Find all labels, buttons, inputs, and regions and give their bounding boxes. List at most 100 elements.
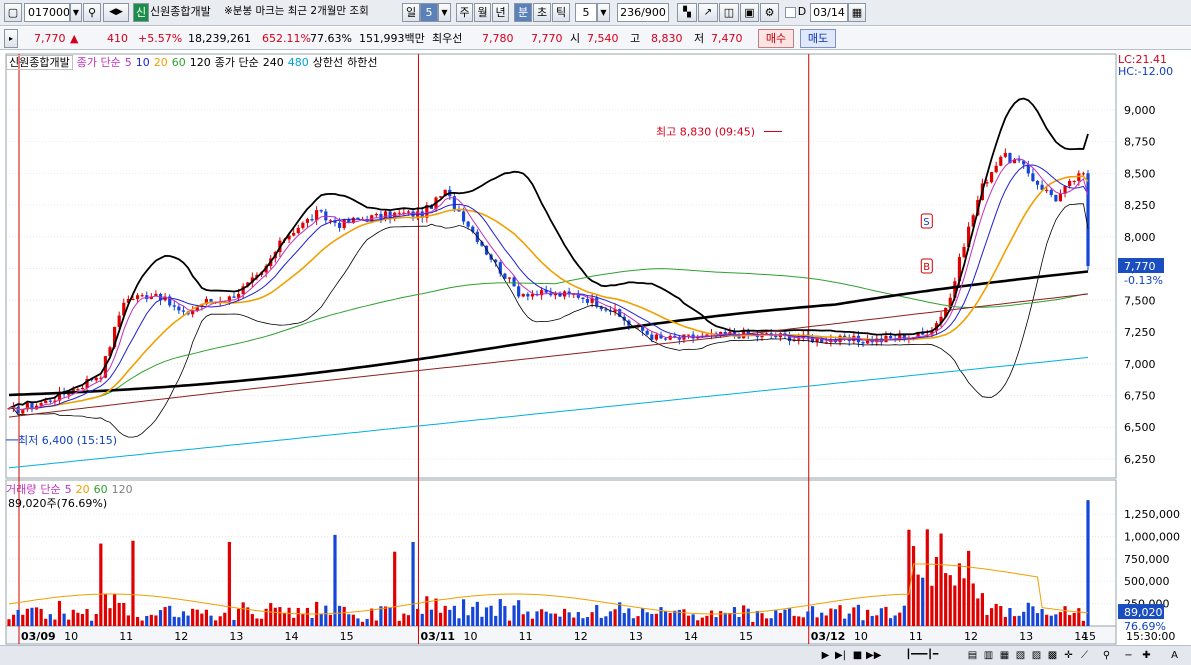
- period-week[interactable]: 주: [456, 3, 473, 22]
- zoom-slider[interactable]: ┃━━━┃━: [905, 650, 939, 660]
- volume-bar: [117, 602, 121, 626]
- scroll-right-icon[interactable]: ▶: [821, 650, 830, 661]
- high-price-annotation: 최고 8,830 (09:45): [656, 125, 755, 138]
- current-volume-value: 89,020: [1124, 606, 1163, 619]
- volume-bar: [416, 608, 420, 626]
- candle-body: [177, 306, 181, 311]
- candle-body: [723, 332, 727, 335]
- volume-bar: [902, 605, 906, 626]
- volume-bar: [94, 614, 98, 626]
- candle-body: [810, 337, 815, 343]
- indicator-icon[interactable]: ▚: [677, 3, 697, 22]
- period-dropdown-icon[interactable]: ▼: [438, 3, 451, 22]
- window-menu-icon[interactable]: ▢: [4, 3, 22, 22]
- candle-body: [576, 293, 580, 298]
- volume-bar: [585, 617, 590, 626]
- minus-icon[interactable]: −: [1124, 650, 1133, 661]
- buy-button[interactable]: 매수: [758, 29, 794, 48]
- crosshair-icon[interactable]: ✛: [1064, 650, 1073, 661]
- drawing-tool-icon[interactable]: ↗: [698, 3, 718, 22]
- sell-button[interactable]: 매도: [800, 29, 836, 48]
- quote-info-row: ▸ 7,770 ▲ 410 +5.57% 18,239,261 652.11% …: [0, 27, 1191, 50]
- candle-body: [154, 293, 158, 297]
- zoom-in-icon[interactable]: ⚲: [1102, 650, 1111, 661]
- volume-bar: [292, 617, 296, 626]
- volume-bar: [250, 614, 254, 626]
- text-size-icon[interactable]: A: [1171, 650, 1178, 661]
- volume-bar: [494, 615, 498, 626]
- period-month[interactable]: 월: [474, 3, 491, 22]
- volume-bar: [700, 617, 704, 626]
- volume-bar: [893, 615, 897, 626]
- candle-body: [645, 330, 649, 335]
- low-price: 7,470: [711, 32, 743, 45]
- data-count[interactable]: 236/900: [617, 3, 669, 22]
- candle-body: [461, 211, 466, 222]
- candle-body: [315, 210, 319, 221]
- date-checkbox-label: D: [797, 5, 807, 18]
- volume-bar: [971, 583, 975, 626]
- log-scale-icon[interactable]: ▨: [1031, 650, 1042, 661]
- volume-bar: [57, 600, 62, 626]
- volume-ratio: 652.11%: [262, 32, 311, 45]
- candle-body: [264, 266, 268, 273]
- prev-stock-icon[interactable]: ◀▶: [103, 3, 129, 22]
- bar-type-icon[interactable]: ▦: [999, 650, 1010, 661]
- candle-body: [57, 391, 62, 401]
- code-dropdown-icon[interactable]: ▼: [70, 3, 82, 22]
- candle-type-icon[interactable]: ▤: [967, 650, 978, 661]
- period-day[interactable]: 일: [402, 3, 420, 22]
- price-axis-label: 6,750: [1124, 389, 1156, 402]
- play-icon[interactable]: ▶▶: [866, 650, 882, 661]
- candle-body: [957, 257, 962, 282]
- volume-bar: [342, 606, 346, 626]
- price-chart[interactable]: 9,0008,7508,5008,2508,0007,7507,5007,250…: [0, 51, 1191, 645]
- period-year[interactable]: 년: [492, 3, 509, 22]
- split-view-icon[interactable]: ◫: [719, 3, 739, 22]
- date-checkbox[interactable]: [785, 7, 796, 18]
- candle-body: [406, 211, 411, 213]
- period-day-count[interactable]: 5: [420, 3, 438, 22]
- volume-bar: [140, 620, 144, 626]
- candle-body: [232, 296, 236, 298]
- volume-bar: [810, 606, 815, 626]
- candle-body: [172, 305, 176, 307]
- volume-bar: [847, 613, 851, 626]
- candle-body: [815, 338, 819, 343]
- period-minute[interactable]: 분: [514, 3, 532, 22]
- volume-bar: [948, 575, 952, 626]
- interval-input[interactable]: 5: [575, 3, 597, 22]
- stop-icon[interactable]: ■: [852, 650, 863, 661]
- grid-toggle-icon[interactable]: ▩: [1047, 650, 1058, 661]
- period-second[interactable]: 초: [533, 3, 551, 22]
- candle-body: [1072, 180, 1076, 182]
- candle-body: [916, 332, 920, 338]
- settings-gear-icon[interactable]: ⚙: [760, 3, 779, 22]
- volume-bar: [232, 619, 236, 626]
- volume-bar: [443, 605, 447, 626]
- volume-axis-label: 1,250,000: [1124, 508, 1180, 521]
- fast-forward-icon[interactable]: ▶|: [834, 650, 847, 661]
- volume-bar: [439, 612, 443, 626]
- stock-code-input[interactable]: 017000: [24, 3, 70, 22]
- volume-bar: [709, 610, 714, 626]
- interval-dropdown-icon[interactable]: ▼: [597, 3, 610, 22]
- collapse-icon[interactable]: ▸: [4, 29, 18, 48]
- price-change: 410: [107, 32, 128, 45]
- save-icon[interactable]: ▣: [740, 3, 759, 22]
- plus-icon[interactable]: ✚: [1142, 650, 1151, 661]
- ma20-line: [8, 175, 1089, 411]
- trend-icon[interactable]: ⟋: [1081, 650, 1088, 661]
- period-tick[interactable]: 틱: [552, 3, 570, 22]
- volume-bar: [76, 612, 80, 626]
- date-input[interactable]: 03/14: [810, 3, 848, 22]
- candle-body: [498, 262, 502, 274]
- line-type-icon[interactable]: ▥: [983, 650, 994, 661]
- search-icon[interactable]: ⚲: [83, 3, 101, 22]
- legend-ma60: 60: [171, 56, 186, 69]
- mountain-type-icon[interactable]: ▧: [1015, 650, 1026, 661]
- stock-name: 신원종합개발: [150, 5, 211, 18]
- volume-bar: [856, 604, 861, 626]
- volume-bar: [957, 563, 962, 626]
- calendar-icon[interactable]: ▦: [848, 3, 866, 22]
